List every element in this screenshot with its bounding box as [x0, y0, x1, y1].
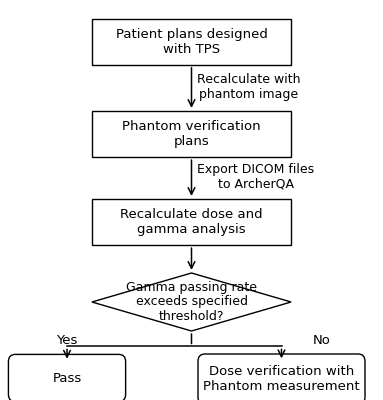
Text: Recalculate with
phantom image: Recalculate with phantom image: [197, 73, 301, 101]
Text: Gamma passing rate
exceeds specified
threshold?: Gamma passing rate exceeds specified thr…: [126, 280, 257, 324]
Text: Export DICOM files
to ArcherQA: Export DICOM files to ArcherQA: [197, 163, 314, 191]
Polygon shape: [92, 273, 291, 331]
FancyBboxPatch shape: [8, 354, 126, 400]
Text: No: No: [313, 334, 331, 347]
FancyBboxPatch shape: [198, 354, 365, 400]
FancyBboxPatch shape: [92, 111, 291, 157]
Text: Dose verification with
Phantom measurement: Dose verification with Phantom measureme…: [203, 365, 360, 393]
Text: Pass: Pass: [52, 372, 82, 384]
FancyBboxPatch shape: [92, 19, 291, 65]
FancyBboxPatch shape: [92, 199, 291, 245]
Text: Patient plans designed
with TPS: Patient plans designed with TPS: [116, 28, 267, 56]
Text: Recalculate dose and
gamma analysis: Recalculate dose and gamma analysis: [120, 208, 263, 236]
Text: Phantom verification
plans: Phantom verification plans: [122, 120, 261, 148]
Text: Yes: Yes: [56, 334, 78, 347]
